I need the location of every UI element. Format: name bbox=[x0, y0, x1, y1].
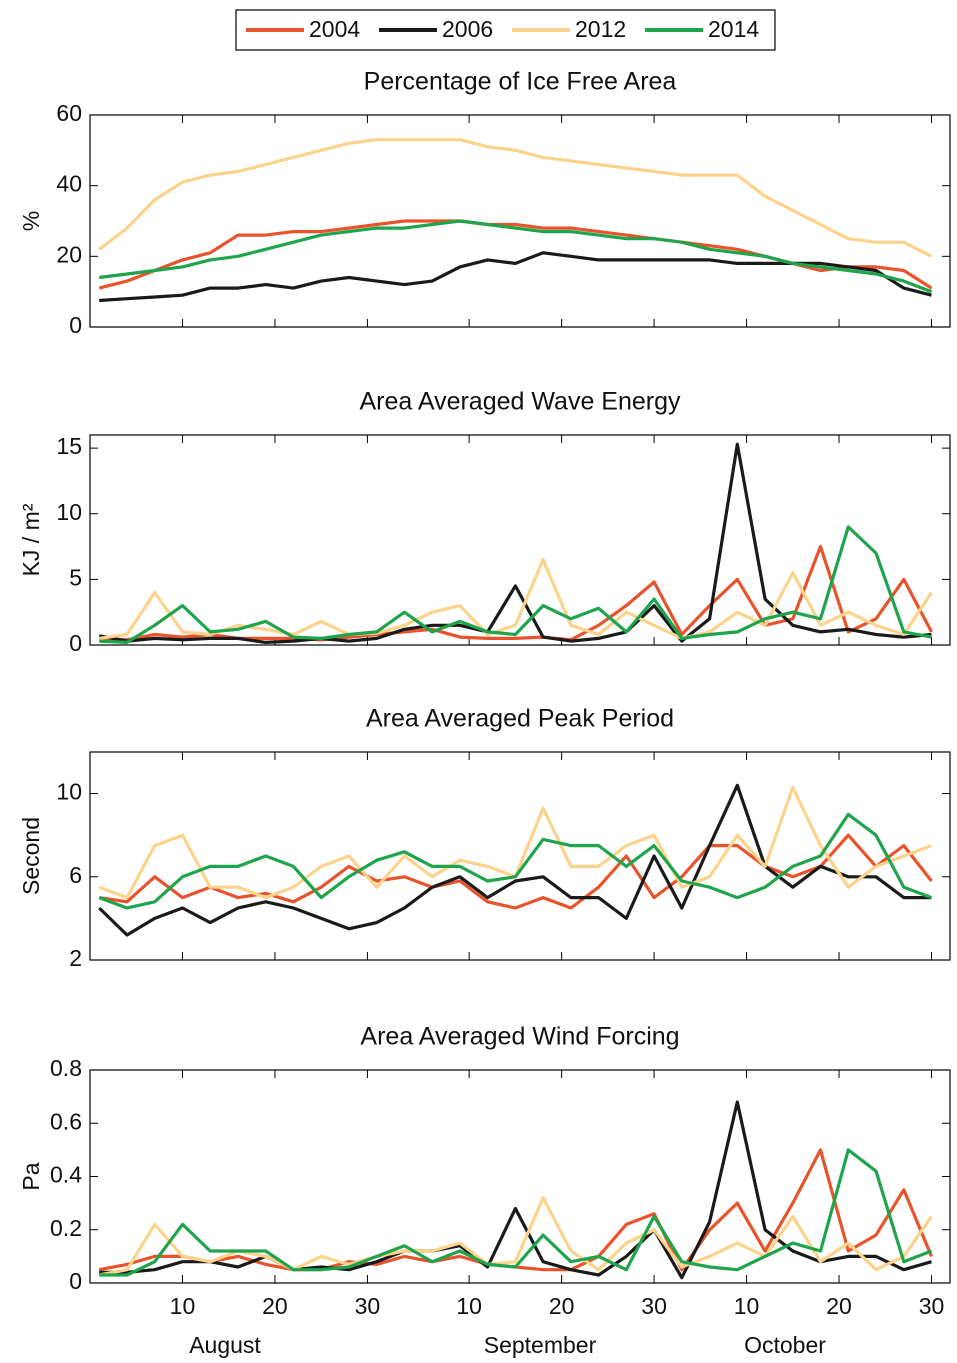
y-tick-label: 15 bbox=[56, 433, 82, 459]
series-line bbox=[99, 1100, 932, 1280]
y-tick-label: 2 bbox=[69, 945, 82, 971]
y-tick-label: 0.6 bbox=[50, 1108, 82, 1134]
x-tick-label: 30 bbox=[919, 1293, 945, 1319]
series-line bbox=[98, 219, 933, 290]
y-axis-label: Second bbox=[18, 817, 44, 895]
chart-title: Percentage of Ice Free Area bbox=[364, 68, 677, 96]
y-tick-label: 0.8 bbox=[50, 1055, 82, 1081]
x-tick-label: 10 bbox=[734, 1293, 760, 1319]
plot-frame bbox=[89, 1069, 951, 1284]
month-label: September bbox=[484, 1332, 597, 1358]
x-tick-label: 10 bbox=[456, 1293, 482, 1319]
x-tick-label: 30 bbox=[355, 1293, 381, 1319]
series-line bbox=[99, 219, 933, 294]
y-tick-label: 0 bbox=[69, 630, 82, 656]
y-tick-label: 0.2 bbox=[50, 1215, 82, 1241]
y-axis-label: KJ / m² bbox=[18, 503, 44, 576]
y-tick-label: 10 bbox=[56, 499, 82, 525]
y-tick-label: 10 bbox=[56, 779, 82, 805]
x-tick-label: 10 bbox=[170, 1293, 196, 1319]
series-line bbox=[98, 442, 932, 644]
series-line bbox=[98, 138, 933, 258]
series-line bbox=[99, 1148, 933, 1277]
series-line bbox=[98, 812, 933, 910]
month-label: August bbox=[189, 1332, 261, 1358]
y-tick-label: 0 bbox=[69, 312, 82, 338]
series-line bbox=[98, 833, 933, 910]
legend-label: 2006 bbox=[442, 16, 493, 42]
legend-label: 2014 bbox=[708, 16, 759, 42]
y-axis-label: Pa bbox=[18, 1162, 44, 1190]
x-tick-label: 20 bbox=[549, 1293, 575, 1319]
chart-title: Area Averaged Peak Period bbox=[366, 705, 674, 733]
series-line bbox=[98, 783, 932, 937]
series-line bbox=[98, 558, 933, 640]
y-axis-label: % bbox=[18, 211, 44, 231]
y-tick-label: 0.4 bbox=[50, 1162, 82, 1188]
series-line bbox=[99, 251, 932, 303]
chart-title: Area Averaged Wind Forcing bbox=[360, 1023, 679, 1051]
x-tick-label: 30 bbox=[641, 1293, 667, 1319]
y-tick-label: 60 bbox=[56, 100, 82, 126]
y-tick-label: 6 bbox=[69, 862, 82, 888]
chart-title: Area Averaged Wave Energy bbox=[359, 388, 681, 416]
y-tick-label: 20 bbox=[56, 241, 82, 267]
plot-frame bbox=[89, 114, 951, 328]
series-line bbox=[99, 525, 932, 644]
plot-frame bbox=[89, 434, 951, 646]
y-tick-label: 5 bbox=[69, 564, 82, 590]
plot-frame bbox=[89, 751, 951, 961]
x-tick-label: 20 bbox=[826, 1293, 852, 1319]
legend-label: 2012 bbox=[575, 16, 626, 42]
month-label: October bbox=[744, 1332, 826, 1358]
x-tick-label: 20 bbox=[262, 1293, 288, 1319]
y-tick-label: 0 bbox=[69, 1268, 82, 1294]
y-tick-label: 40 bbox=[56, 171, 82, 197]
legend-label: 2004 bbox=[309, 16, 360, 42]
